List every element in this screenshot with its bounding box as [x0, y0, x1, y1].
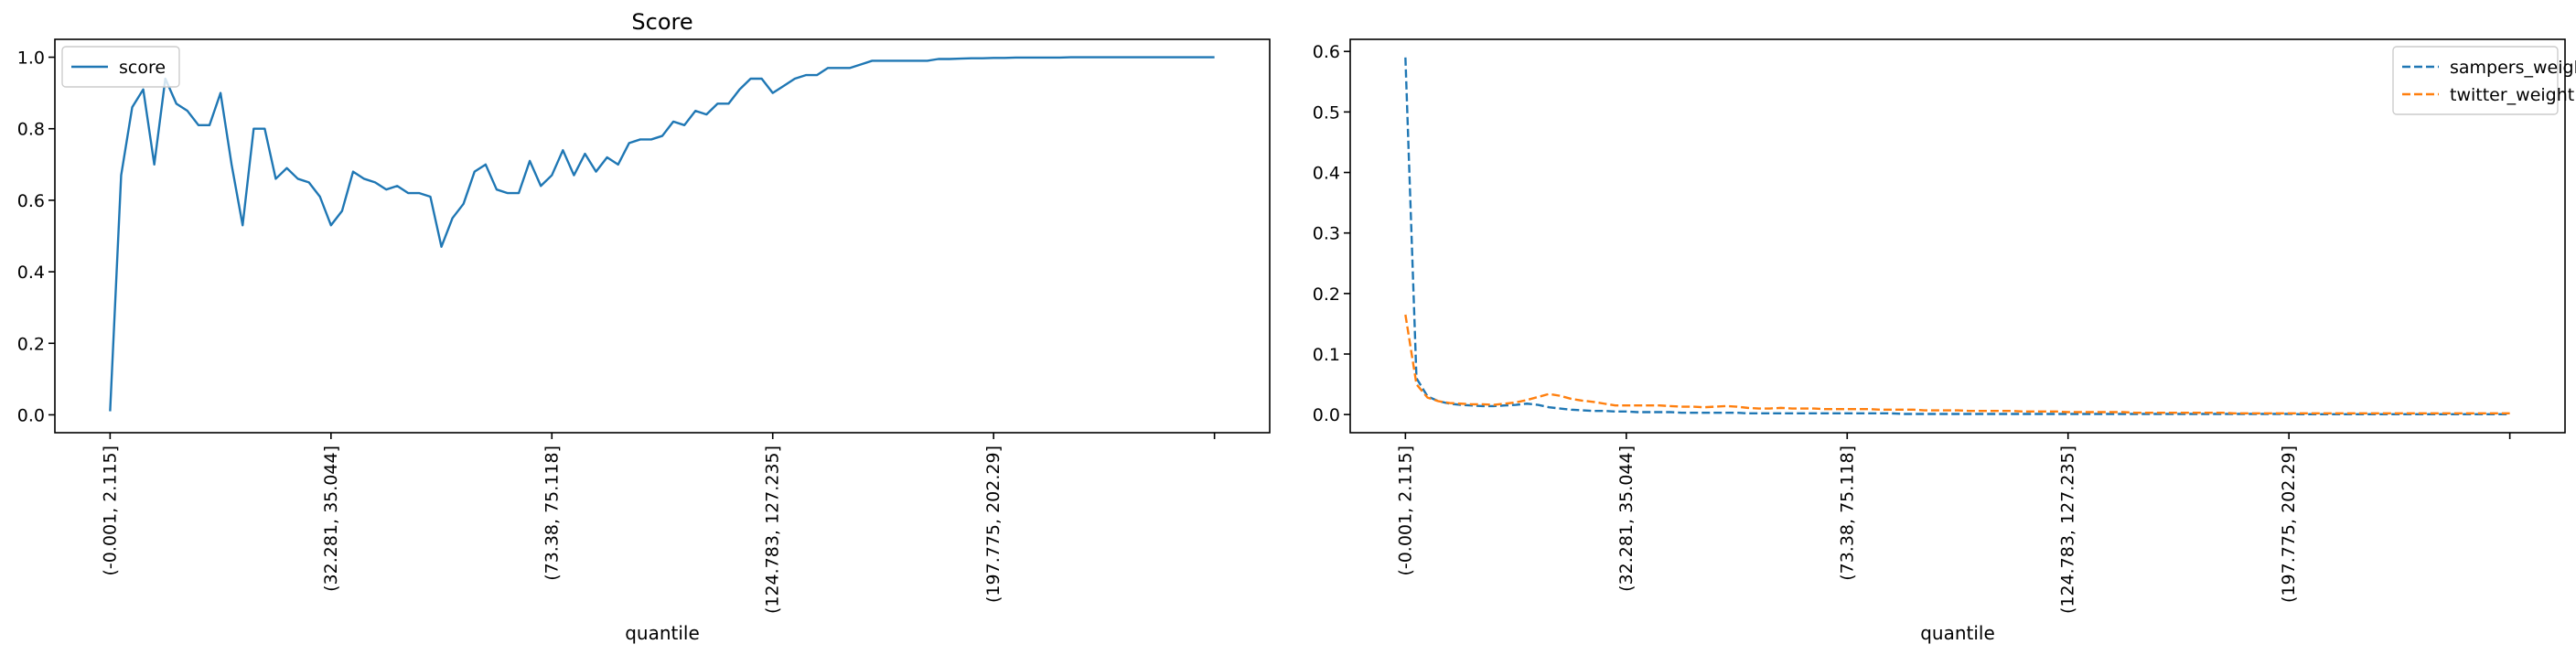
y-tick-label: 0.4 — [17, 263, 45, 283]
x-axis-label: quantile — [625, 622, 700, 644]
plot-frame — [1349, 38, 2566, 434]
y-tick-label: 0.0 — [1313, 405, 1340, 425]
y-tick-label: 0.0 — [17, 405, 45, 425]
x-tick-label: (124.783, 127.235] — [763, 446, 783, 614]
x-tick-label: (197.775, 202.29] — [983, 446, 1004, 603]
y-tick-label: 0.2 — [1313, 285, 1340, 305]
y-tick-label: 0.8 — [17, 120, 45, 140]
legend-label: sampers_weight — [2450, 58, 2576, 78]
chart-2: 0.0 0.1 0.2 0.3 0.4 0.5 0.6 (-0.001, 2.115] (32.… — [1313, 38, 2576, 644]
x-tick-label: (-0.001, 2.115] — [100, 446, 120, 576]
legend-label: twitter_weight — [2450, 85, 2574, 105]
x-tick-label: (197.775, 202.29] — [2279, 446, 2299, 603]
y-tick-label: 0.3 — [1313, 224, 1340, 244]
legend: sampers_weight twitter_weight — [2392, 46, 2576, 115]
legend-box — [2392, 46, 2559, 115]
y-tick-label: 0.5 — [1313, 102, 1340, 123]
y-tick-label: 0.6 — [17, 191, 45, 211]
x-tick-label: (-0.001, 2.115] — [1395, 446, 1415, 576]
y-tick-label: 0.2 — [17, 334, 45, 354]
legend: score — [61, 46, 180, 88]
series-line-twitter-weight — [1404, 314, 2510, 415]
x-tick-label: (124.783, 127.235] — [2058, 446, 2078, 614]
chart-title: Score — [631, 9, 692, 35]
legend-box — [61, 46, 180, 88]
y-tick-label: 1.0 — [17, 48, 45, 69]
y-tick-label: 0.1 — [1313, 345, 1340, 365]
plot-frame — [54, 38, 1271, 434]
x-tick-label: (32.281, 35.044] — [321, 446, 341, 592]
x-tick-label: (73.38, 75.118] — [542, 446, 562, 581]
series-line-score — [109, 56, 1215, 412]
x-axis-label: quantile — [1920, 622, 1995, 644]
x-tick-label: (32.281, 35.044] — [1616, 446, 1637, 592]
x-tick-label: (73.38, 75.118] — [1837, 446, 1857, 581]
series-line-sampers-weight — [1404, 57, 2510, 416]
legend-label: score — [119, 58, 166, 78]
y-tick-label: 0.6 — [1313, 42, 1340, 62]
y-tick-label: 0.4 — [1313, 164, 1340, 184]
chart-1: 0.0 0.2 0.4 0.6 0.8 1.0 (-0.001, 2.115] (32.281… — [17, 9, 1271, 644]
